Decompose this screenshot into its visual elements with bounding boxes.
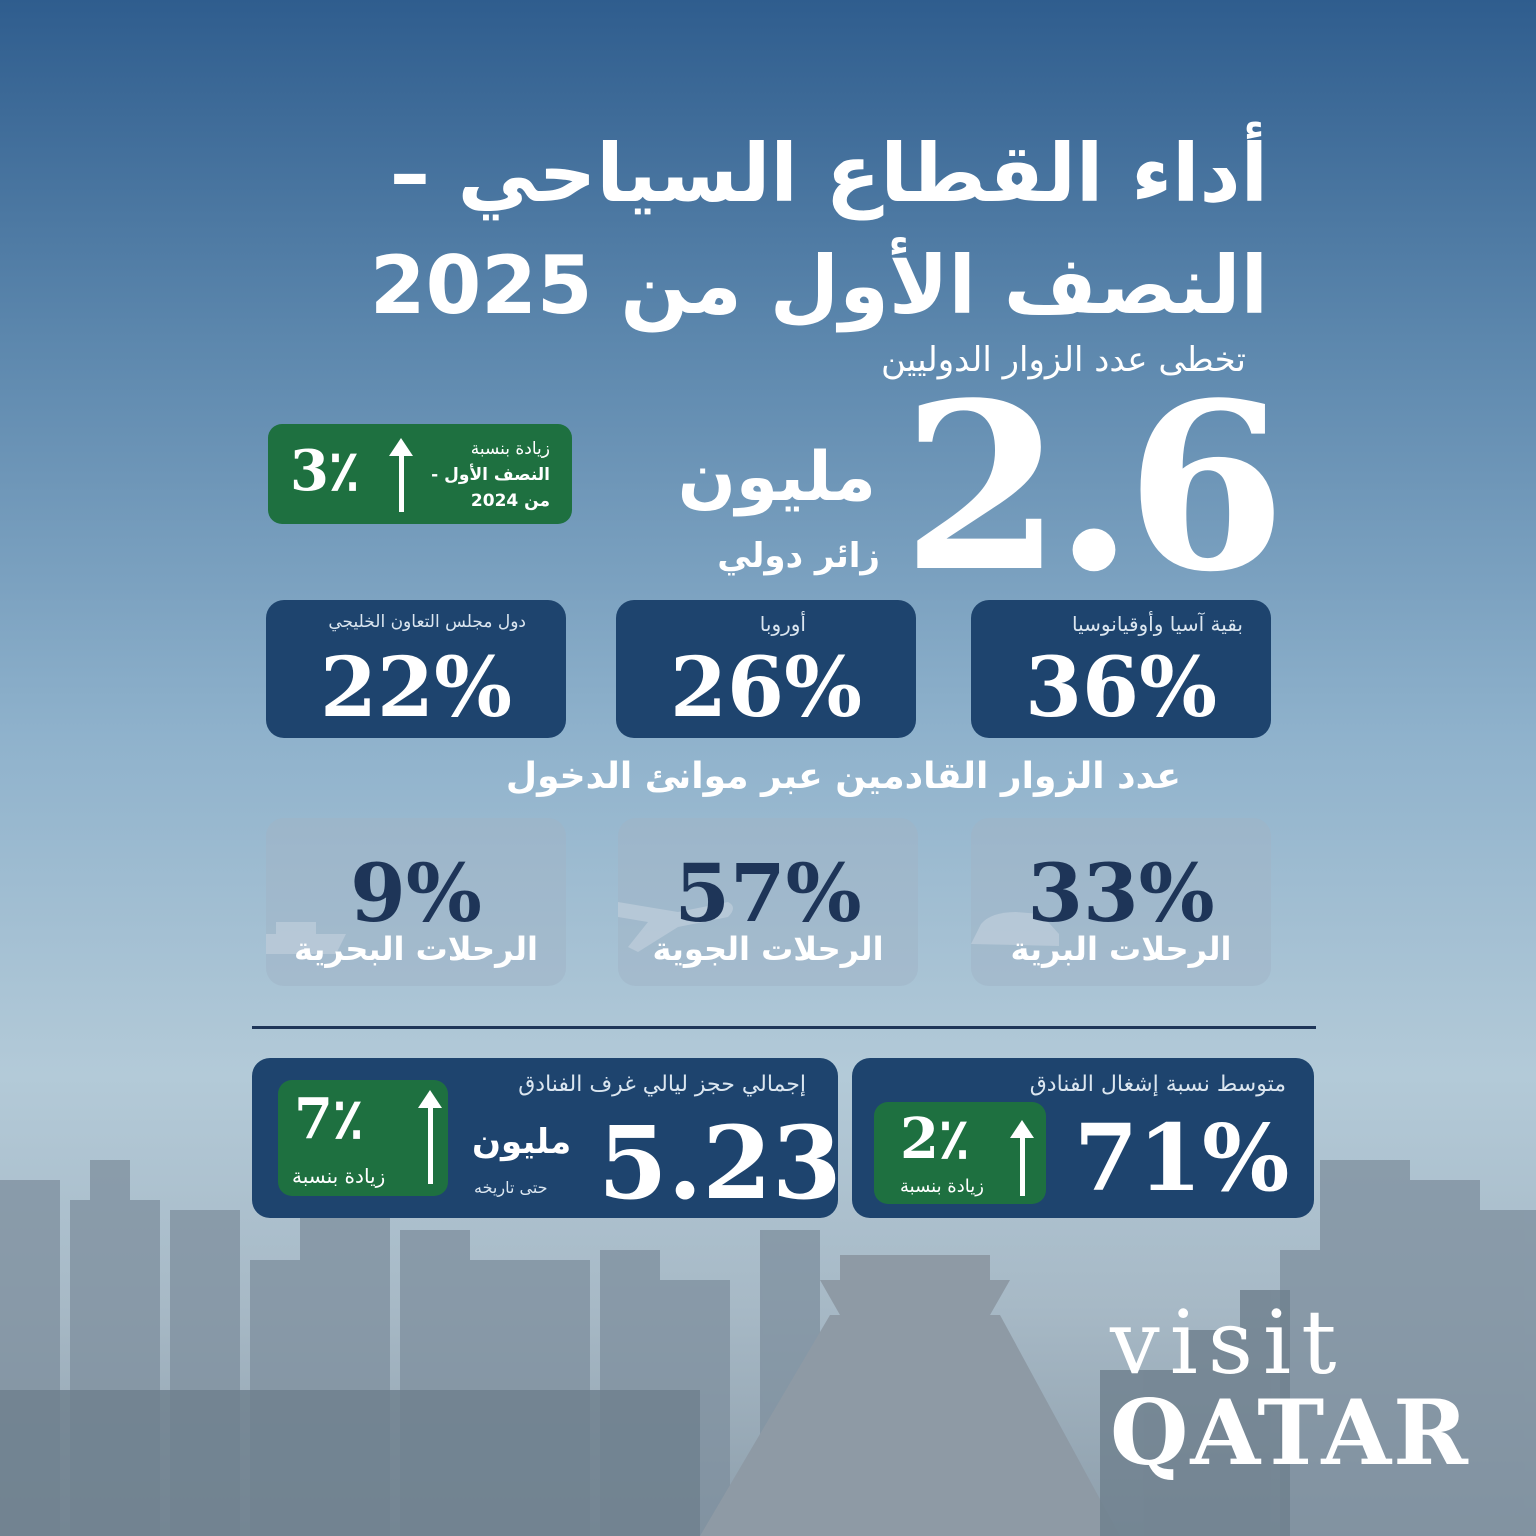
region-value: 36% [1024,640,1218,736]
title-line-1: أداء القطاع السياحي – [389,127,1268,220]
growth-line-3: من 2024 [470,491,550,511]
region-gcc: دول مجلس التعاون الخليجي 22% [266,600,566,738]
port-sea: 9% الرحلات البحرية [266,818,566,986]
room-nights-growth-value: 7٪ [294,1086,364,1152]
visitors-unit: مليون [677,438,876,517]
region-value: 26% [669,640,863,736]
visitors-growth-text: زيادة بنسبة النصف الأول - من 2024 [420,436,550,514]
logo-line-1: visit [1110,1291,1347,1394]
room-nights-growth-label: زيادة بنسبة [292,1164,386,1188]
room-nights-growth-badge: 7٪ زيادة بنسبة [278,1080,448,1196]
visitors-descriptor: زائر دولي [717,536,880,576]
region-label: بقية آسيا وأوقيانوسيا [1072,612,1243,636]
occupancy-label: متوسط نسبة إشغال الفنادق [1029,1072,1286,1097]
growth-line-1: زيادة بنسبة [470,439,550,459]
hotel-occupancy-box: متوسط نسبة إشغال الفنادق 71% 2٪ زيادة بن… [852,1058,1314,1218]
room-nights-value: 5.23 [598,1104,842,1222]
room-nights-label: إجمالي حجز ليالي غرف الفنادق [518,1072,806,1097]
car-icon [971,912,1059,946]
ship-icon [266,922,346,954]
region-asia-oceania: بقية آسيا وأوقيانوسيا 36% [971,600,1271,738]
occupancy-growth-badge: 2٪ زيادة بنسبة [874,1102,1046,1204]
ports-heading: عدد الزوار القادمين عبر موانئ الدخول [505,756,1181,797]
visitors-intro: تخطى عدد الزوار الدوليين [880,340,1246,380]
port-label: الرحلات الجوية [652,930,884,968]
growth-line-2: النصف الأول - [431,465,550,485]
port-label: الرحلات البرية [1010,930,1232,968]
visitors-growth-badge: زيادة بنسبة النصف الأول - من 2024 3٪ [268,424,572,524]
port-air: 57% الرحلات الجوية [618,818,918,986]
occupancy-growth-label: زيادة بنسبة [900,1176,984,1197]
visitors-value: 2.6 [901,353,1286,623]
port-value: 33% [1027,846,1215,940]
region-europe: أوروبا 26% [616,600,916,738]
port-label: الرحلات البحرية [294,930,538,968]
port-value: 57% [674,846,862,940]
region-label: أوروبا [759,612,806,636]
visitors-growth-value: 3٪ [290,438,360,504]
section-divider [252,1026,1316,1029]
port-value: 9% [350,846,482,940]
room-nights-unit: مليون [472,1122,572,1162]
hotel-room-nights-box: إجمالي حجز ليالي غرف الفنادق 5.23 مليون … [252,1058,842,1222]
city-skyline-image [0,1160,1536,1536]
region-label: دول مجلس التعاون الخليجي [328,612,526,632]
logo-line-2: QATAR [1110,1380,1470,1486]
airplane-icon [618,902,733,952]
visit-qatar-logo: visit QATAR [1110,1291,1470,1486]
room-nights-unit-note: حتى تاريخه [474,1178,548,1197]
title-line-2: النصف الأول من 2025 [369,239,1268,332]
region-value: 22% [319,640,513,736]
page-title: أداء القطاع السياحي – النصف الأول من 202… [368,118,1268,342]
occupancy-value: 71% [1074,1104,1290,1212]
occupancy-growth-value: 2٪ [900,1106,970,1172]
port-land: 33% الرحلات البرية [971,818,1271,986]
